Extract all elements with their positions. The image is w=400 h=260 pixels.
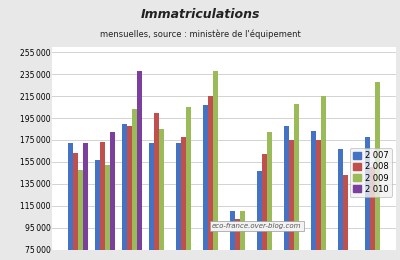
Bar — [208, 96, 213, 260]
Bar — [186, 107, 191, 260]
Bar — [370, 167, 375, 260]
Bar — [289, 140, 294, 260]
Bar — [321, 96, 326, 260]
Bar — [262, 154, 267, 260]
Bar — [343, 175, 348, 260]
Bar — [213, 71, 218, 260]
Bar — [181, 137, 186, 260]
Bar — [100, 142, 105, 260]
Bar — [110, 132, 115, 260]
Bar — [348, 250, 353, 260]
Legend: 2 007, 2 008, 2 009, 2 010: 2 007, 2 008, 2 009, 2 010 — [350, 148, 392, 197]
Bar — [154, 113, 159, 260]
Bar — [78, 170, 83, 260]
Bar — [176, 143, 181, 260]
Bar — [284, 126, 289, 260]
Bar — [203, 105, 208, 260]
Text: mensuelles, source : ministère de l'équipement: mensuelles, source : ministère de l'équi… — [100, 30, 300, 40]
Bar — [137, 71, 142, 260]
Bar — [338, 149, 343, 260]
Bar — [267, 132, 272, 260]
Bar — [240, 211, 245, 260]
Bar — [149, 143, 154, 260]
Bar — [365, 137, 370, 260]
Bar — [257, 171, 262, 260]
Bar — [83, 143, 88, 260]
Bar — [235, 219, 240, 260]
Bar — [316, 140, 321, 260]
Bar — [294, 104, 299, 260]
Bar — [230, 211, 235, 260]
Bar — [159, 129, 164, 260]
Text: eco-france.over-blog.com: eco-france.over-blog.com — [212, 223, 302, 229]
Bar — [127, 126, 132, 260]
Bar — [73, 153, 78, 260]
Text: Immatriculations: Immatriculations — [140, 8, 260, 21]
Bar — [122, 124, 127, 260]
Bar — [95, 160, 100, 260]
Bar — [132, 109, 137, 260]
Bar — [311, 131, 316, 260]
Bar — [105, 165, 110, 260]
Bar — [375, 82, 380, 260]
Bar — [68, 143, 73, 260]
